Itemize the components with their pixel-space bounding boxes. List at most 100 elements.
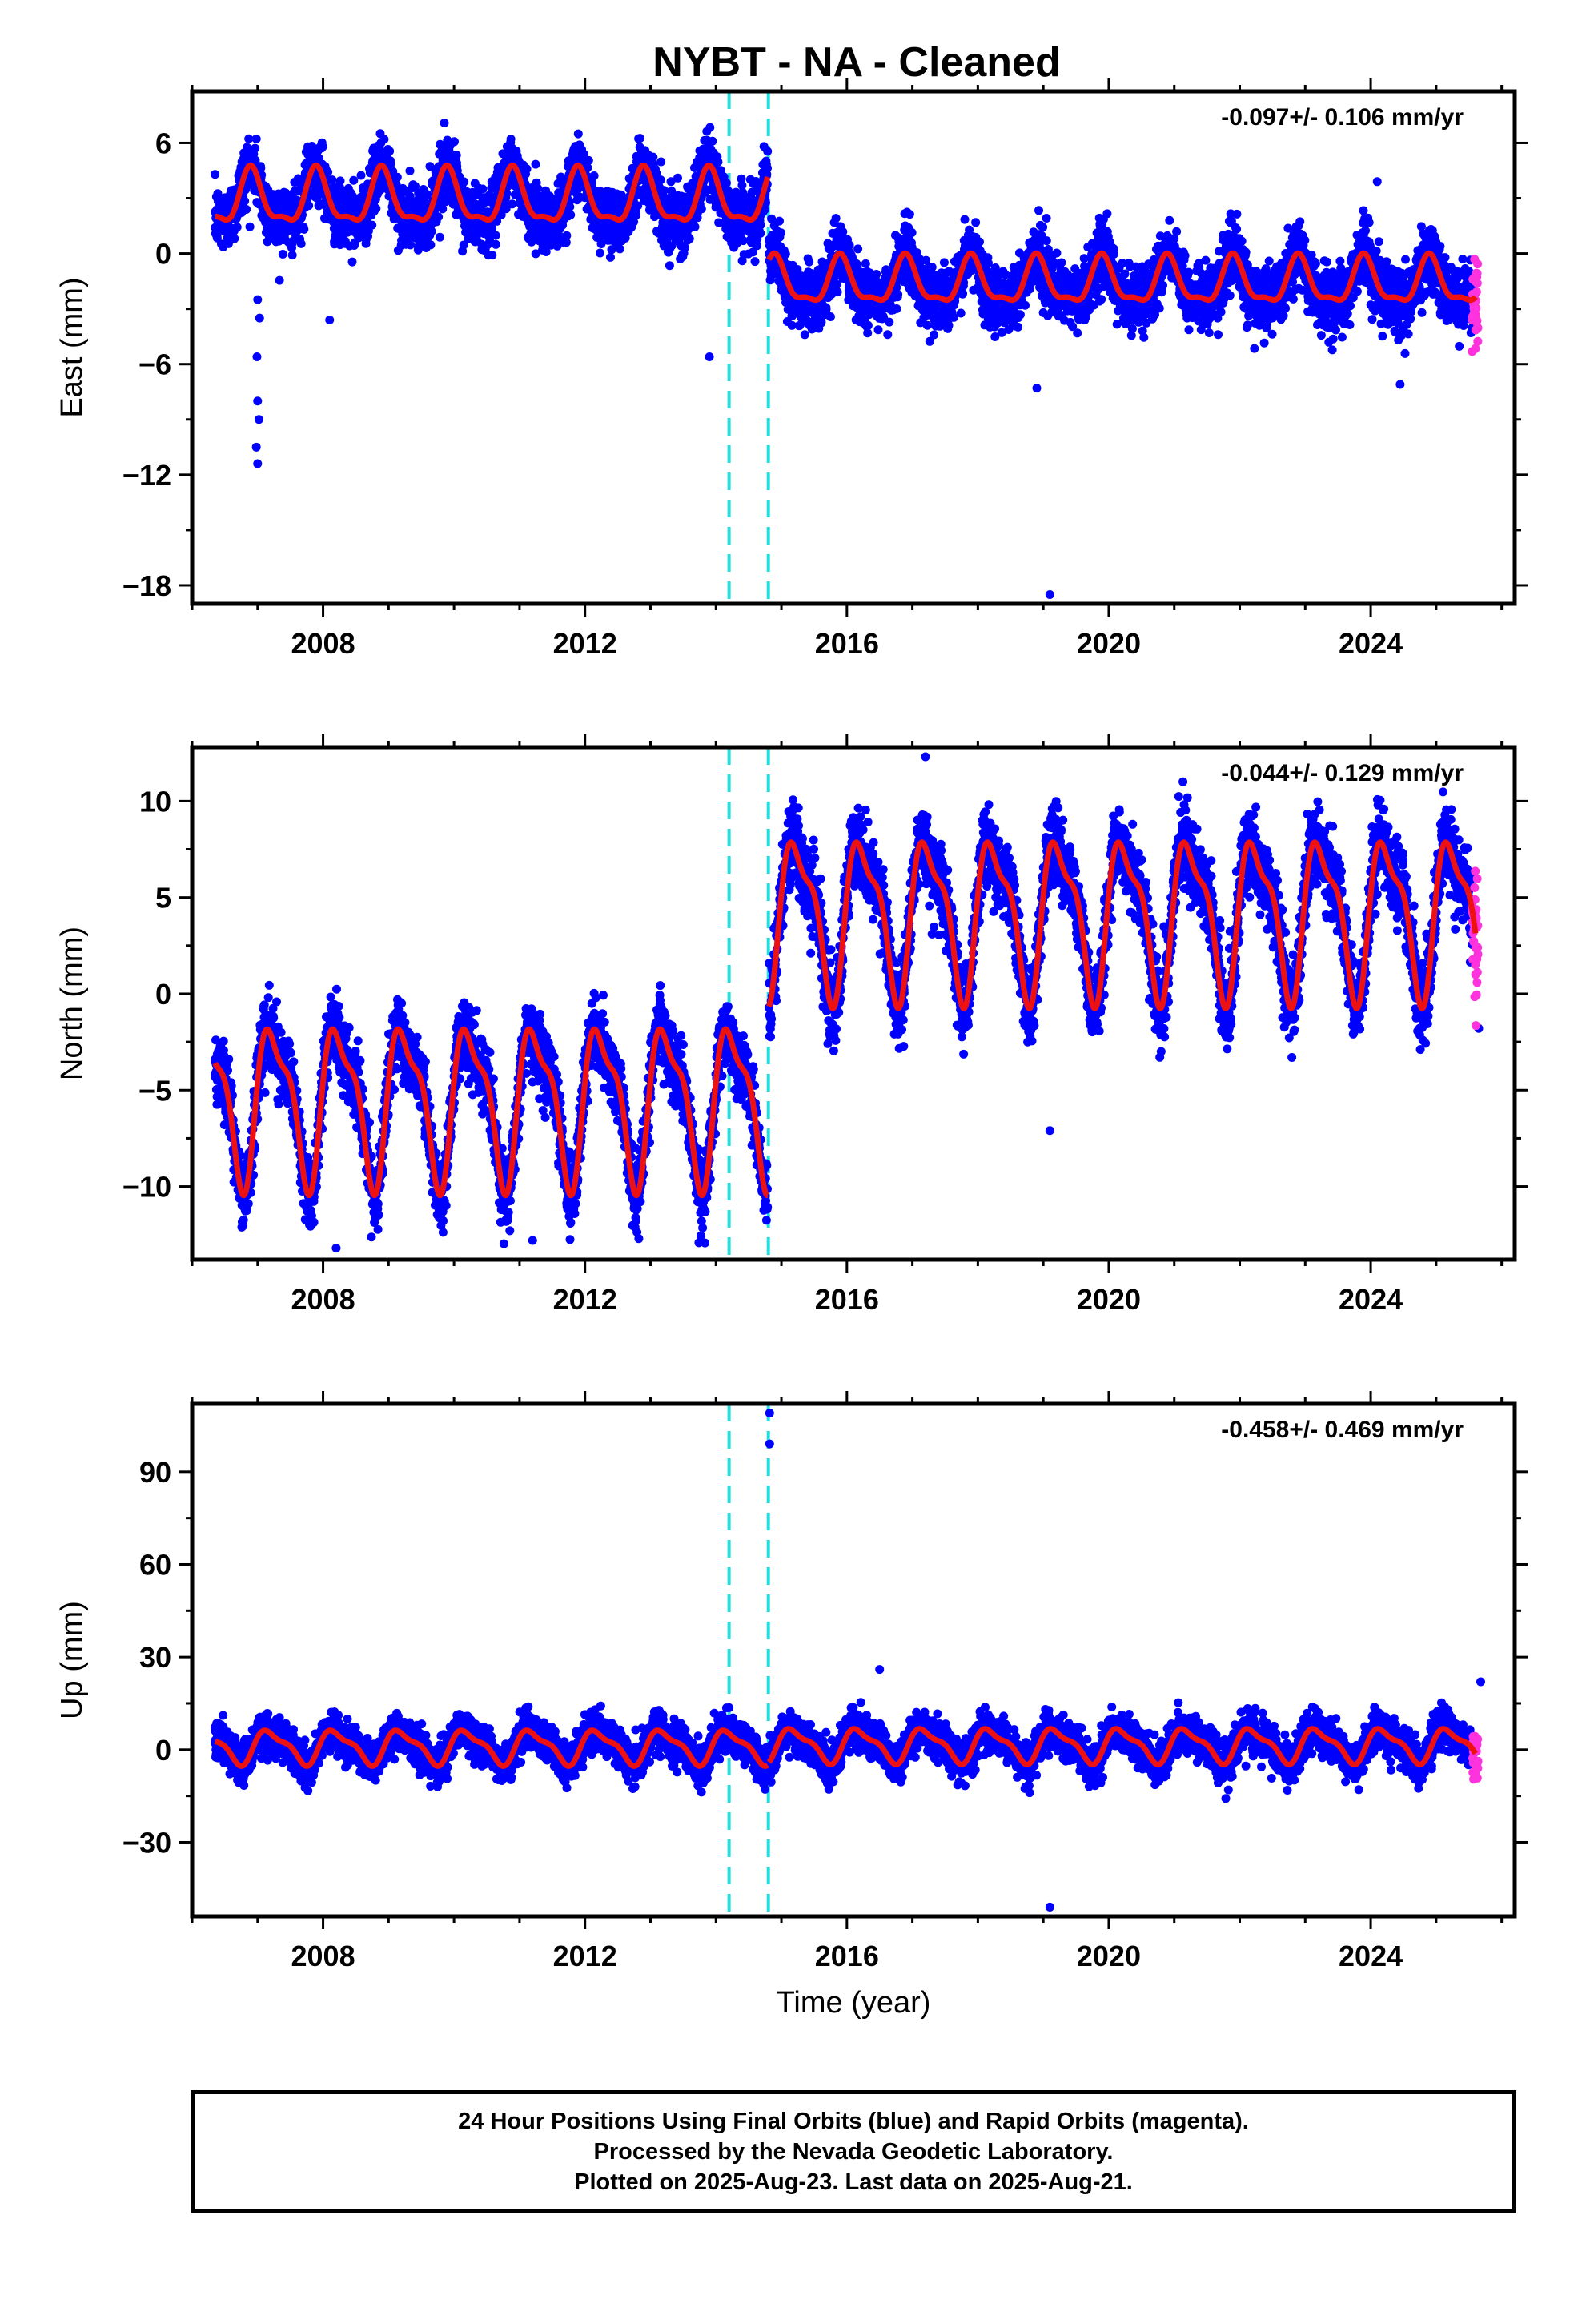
final-orbit-point xyxy=(1014,322,1022,332)
final-orbit-point xyxy=(533,184,543,193)
final-orbit-point xyxy=(939,258,949,267)
final-orbit-point xyxy=(833,287,842,297)
final-orbit-point xyxy=(1057,258,1066,267)
final-orbit-point xyxy=(450,137,459,147)
final-orbit-point xyxy=(251,143,260,153)
final-orbit-point xyxy=(506,135,516,144)
final-orbit-point xyxy=(705,123,715,132)
final-orbit-point xyxy=(892,304,901,313)
final-orbit-point xyxy=(452,151,461,160)
final-orbit-point xyxy=(596,239,606,248)
final-orbit-point xyxy=(375,185,385,195)
final-orbit-point xyxy=(763,163,772,173)
final-orbit-point xyxy=(825,312,835,321)
final-orbit-point xyxy=(635,134,644,143)
final-orbit-point xyxy=(629,217,639,227)
final-orbit-point xyxy=(425,162,435,171)
final-orbit-point xyxy=(460,177,469,187)
final-orbit-point xyxy=(763,147,773,156)
final-orbit-point xyxy=(800,330,809,340)
final-orbit-point xyxy=(531,249,540,259)
final-orbit-point xyxy=(232,223,242,232)
final-orbit-point xyxy=(633,201,643,211)
final-orbit-point xyxy=(211,170,220,179)
final-orbit-point xyxy=(335,176,345,186)
final-orbit-point xyxy=(883,330,893,340)
final-orbit-point xyxy=(371,203,381,213)
final-orbit-point xyxy=(541,247,551,256)
final-orbit-points-east xyxy=(211,119,1477,599)
final-orbit-point xyxy=(853,244,863,254)
plot-area-east xyxy=(211,91,1483,604)
final-orbit-point xyxy=(697,204,706,214)
final-orbit-point xyxy=(606,252,615,262)
final-orbit-point xyxy=(565,202,575,211)
final-orbit-point xyxy=(1021,300,1030,310)
final-orbit-point xyxy=(589,171,599,180)
final-orbit-point xyxy=(775,216,784,226)
final-orbit-point xyxy=(665,261,674,271)
final-orbit-point xyxy=(1073,328,1082,338)
final-orbit-point xyxy=(435,232,444,242)
final-orbit-point xyxy=(391,180,401,189)
final-orbit-point xyxy=(708,136,717,146)
final-orbit-point xyxy=(922,320,932,330)
final-orbit-point xyxy=(656,157,666,167)
final-orbit-point xyxy=(423,190,432,199)
final-orbit-point xyxy=(685,234,694,243)
final-orbit-point xyxy=(379,135,389,144)
final-orbit-point xyxy=(1015,310,1025,320)
final-orbit-point xyxy=(488,251,497,260)
final-orbit-point xyxy=(501,204,511,214)
final-orbit-point xyxy=(781,249,790,259)
final-orbit-point xyxy=(411,182,420,191)
final-orbit-point xyxy=(491,231,500,240)
final-orbit-point xyxy=(278,250,287,259)
final-orbit-point xyxy=(1034,206,1043,215)
final-orbit-point xyxy=(347,257,357,267)
final-orbit-point xyxy=(615,244,624,254)
final-orbit-point xyxy=(1052,248,1062,258)
final-orbit-point xyxy=(531,159,540,169)
final-orbit-point xyxy=(318,142,327,151)
final-orbit-point xyxy=(287,251,297,260)
final-orbit-point xyxy=(831,214,841,223)
final-orbit-point xyxy=(304,201,314,211)
final-orbit-point xyxy=(296,239,306,248)
final-orbit-point xyxy=(872,270,881,279)
final-orbit-point xyxy=(873,325,883,335)
final-orbit-point xyxy=(1097,295,1106,304)
final-orbit-point xyxy=(1042,236,1051,246)
final-orbit-point xyxy=(907,228,917,237)
final-orbit-point xyxy=(323,167,333,177)
final-orbit-point xyxy=(573,129,583,139)
final-orbit-point xyxy=(845,240,854,250)
final-orbit-point xyxy=(244,134,254,143)
final-orbit-point xyxy=(583,163,592,172)
final-orbit-point xyxy=(230,234,239,243)
final-orbit-point xyxy=(721,179,731,187)
final-orbit-point xyxy=(561,238,571,247)
final-orbit-point xyxy=(327,175,337,185)
final-orbit-point xyxy=(750,257,760,267)
final-orbit-point xyxy=(275,275,284,285)
final-orbit-point xyxy=(386,159,396,169)
final-orbit-point xyxy=(1042,214,1051,223)
final-orbit-point xyxy=(777,228,785,238)
final-orbit-point xyxy=(566,210,576,219)
final-orbit-point xyxy=(406,240,416,250)
final-orbit-point xyxy=(971,218,981,227)
final-orbit-point xyxy=(440,119,449,127)
final-orbit-point xyxy=(930,330,939,340)
final-orbit-point xyxy=(596,248,604,258)
final-orbit-point xyxy=(927,263,937,272)
final-orbit-point xyxy=(427,227,436,236)
final-orbit-point xyxy=(459,240,468,250)
final-orbit-point xyxy=(438,204,448,214)
final-orbit-point xyxy=(1038,223,1048,232)
final-orbit-point xyxy=(905,210,914,219)
final-orbit-point xyxy=(496,210,506,219)
final-orbit-point xyxy=(632,211,640,220)
final-orbit-point xyxy=(656,175,665,185)
